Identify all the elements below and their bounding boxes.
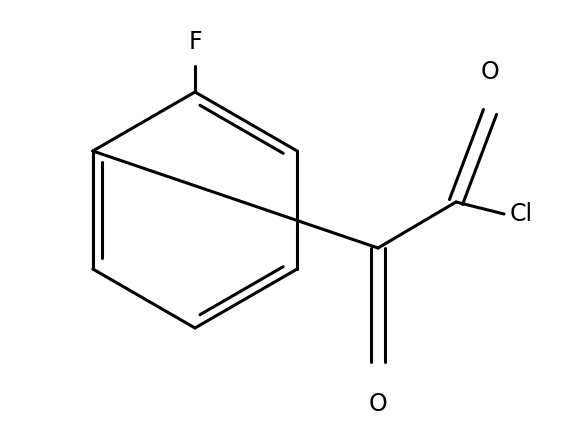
Text: F: F — [188, 30, 202, 54]
Text: Cl: Cl — [510, 202, 533, 226]
Text: O: O — [481, 60, 499, 84]
Text: O: O — [369, 392, 387, 416]
